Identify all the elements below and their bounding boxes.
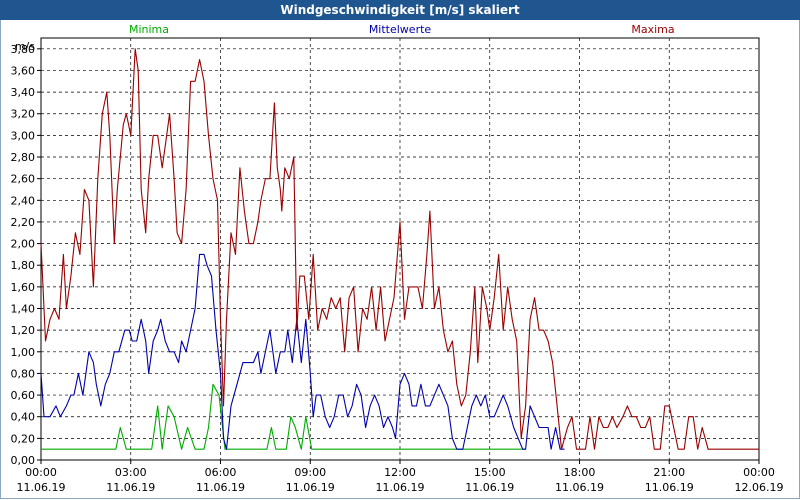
chart-title: Windgeschwindigkeit [m/s] skaliert (280, 3, 520, 17)
x-tick-label-date: 11.06.19 (465, 481, 514, 494)
y-tick-label: 2,40 (11, 194, 36, 207)
series-line-mittelwerte (40, 253, 565, 450)
x-tick-label-time: 15:00 (474, 466, 506, 479)
series-line-maxima (40, 48, 759, 450)
x-tick-label-date: 11.06.19 (645, 481, 694, 494)
chart-title-bar: Windgeschwindigkeit [m/s] skaliert (0, 0, 800, 20)
x-tick-label-time: 06:00 (205, 466, 237, 479)
chart-frame: 0,00 0,20 0,40 0,60 0,80 1,00 1,20 1,40 1,60 1,80… (0, 20, 800, 499)
y-tick-label: 3,60 (11, 64, 36, 77)
legend-entry-mittelwerte: Mittelwerte (369, 23, 432, 36)
y-tick-label: 2,60 (11, 173, 36, 186)
y-tick-label: 2,00 (11, 238, 36, 251)
x-tick-label-time: 00:00 (743, 466, 775, 479)
y-tick-label: 3,40 (11, 86, 36, 99)
y-axis-label: m/s (15, 40, 35, 53)
x-tick-label-date: 11.06.19 (106, 481, 155, 494)
x-tick-label-date: 11.06.19 (555, 481, 604, 494)
x-tick-label-time: 03:00 (115, 466, 147, 479)
x-tick-label-time: 12:00 (384, 466, 416, 479)
x-tick-label-date: 11.06.19 (17, 481, 66, 494)
x-tick-label-time: 00:00 (25, 466, 57, 479)
y-tick-label: 3,20 (11, 108, 36, 121)
y-tick-label: 0,40 (11, 411, 36, 424)
y-tick-label: 1,00 (11, 346, 36, 359)
x-tick-label-time: 09:00 (294, 466, 326, 479)
y-tick-label: 0,00 (11, 454, 36, 467)
y-tick-label: 0,80 (11, 367, 36, 380)
y-tick-label: 1,60 (11, 281, 36, 294)
y-tick-label: 3,80 (11, 43, 36, 56)
y-tick-label: 1,80 (11, 259, 36, 272)
x-tick-label-date: 11.06.19 (376, 481, 425, 494)
y-tick-label: 1,20 (11, 324, 36, 337)
y-tick-label: 0,60 (11, 389, 36, 402)
y-tick-label: 3,00 (11, 129, 36, 142)
y-tick-label: 1,40 (11, 303, 36, 316)
x-tick-label-time: 21:00 (653, 466, 685, 479)
x-tick-label-date: 11.06.19 (286, 481, 335, 494)
chart-svg: 0,00 0,20 0,40 0,60 0,80 1,00 1,20 1,40 1,60 1,80… (11, 23, 784, 494)
x-tick-label-time: 18:00 (564, 466, 596, 479)
y-tick-label: 2,80 (11, 151, 36, 164)
y-tick-label: 0,20 (11, 432, 36, 445)
x-tick-label-date: 12.06.19 (735, 481, 784, 494)
legend-entry-maxima: Maxima (631, 23, 674, 36)
legend-entry-minima: Minima (129, 23, 169, 36)
x-tick-label-date: 11.06.19 (196, 481, 245, 494)
series-line-minima (41, 383, 526, 450)
y-tick-label: 2,20 (11, 216, 36, 229)
